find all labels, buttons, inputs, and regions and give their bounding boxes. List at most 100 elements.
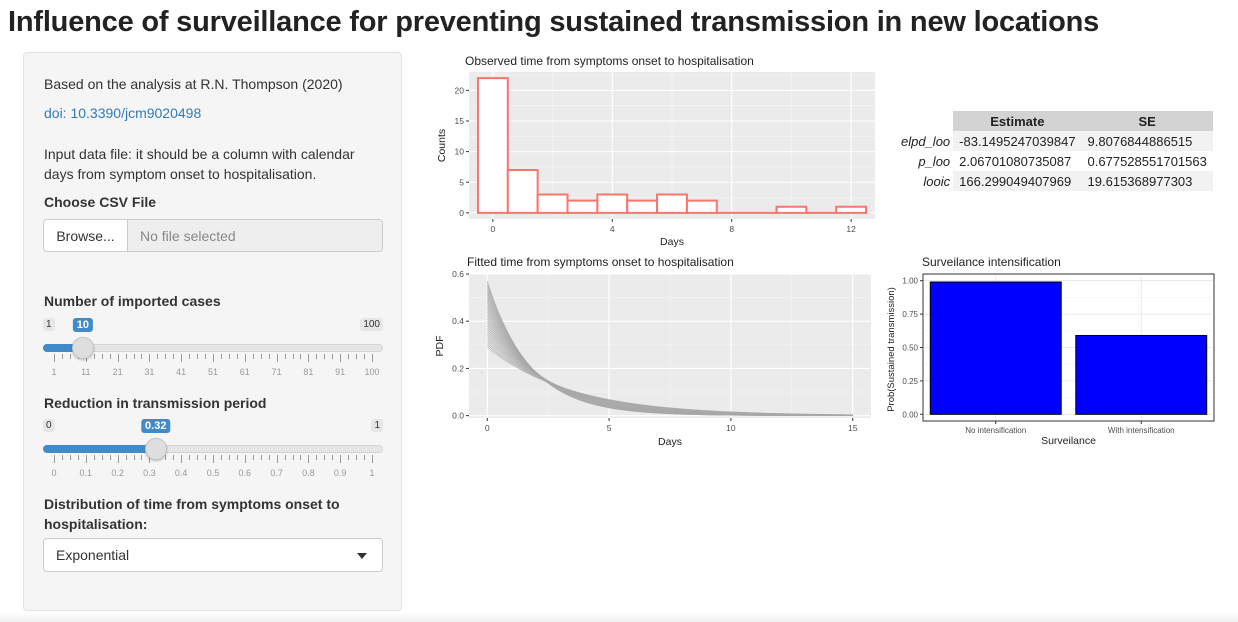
slider-tick [300, 354, 302, 359]
x-tick-label: No intensification [965, 426, 1026, 435]
estimate-cell: 166.299049407969 [953, 171, 1082, 191]
y-tick-label: 0.50 [902, 344, 918, 353]
slider-tick [228, 354, 230, 359]
slider-tick [364, 354, 366, 359]
slider-handle[interactable] [71, 337, 94, 359]
slider-tick [213, 354, 214, 362]
slider-tick [268, 455, 270, 460]
slider-tick [61, 354, 63, 359]
slider-tick [173, 455, 175, 460]
slider-tick-label: 0.3 [143, 468, 156, 478]
distribution-label-line2: hospitalisation: [44, 516, 148, 532]
slider-tick [308, 455, 310, 463]
slider-tick [316, 354, 318, 359]
distribution-select[interactable]: Exponential [43, 538, 383, 572]
slider-value-label: 10 [72, 318, 94, 332]
slider-tick [300, 455, 302, 460]
histogram-bar [566, 199, 599, 214]
slider-tick [77, 455, 79, 460]
slider-tick [101, 354, 103, 359]
column-header: Estimate [953, 111, 1082, 131]
slider-tick [165, 455, 167, 460]
x-tick-label: 4 [610, 224, 615, 234]
x-axis-label: Surveilance [1041, 435, 1096, 447]
slider-tick [109, 455, 111, 460]
y-tick-label: 0.0 [452, 411, 464, 421]
slider-tick [141, 354, 143, 359]
slider-tick [228, 455, 230, 460]
slider-tick [85, 455, 87, 463]
histogram-bar [626, 199, 659, 214]
slider-tick-label: 81 [303, 367, 314, 377]
chart-title: Fitted time from symptoms onset to hospi… [467, 255, 734, 269]
slider-tick [276, 455, 278, 463]
slider-tick [348, 455, 350, 460]
slider-tick [93, 354, 95, 359]
slider-tick [101, 455, 103, 460]
slider-tick [173, 354, 175, 359]
slider-tick [149, 354, 151, 362]
histogram-bar [685, 199, 718, 214]
slider-tick-label: 31 [144, 367, 155, 377]
x-tick-label: 0 [491, 224, 496, 234]
slider-tick [252, 354, 254, 359]
histogram-plot: 0 4 8 12 0 5 10 15 20 Observed time from symptoms… [428, 52, 888, 250]
slider-grid [43, 455, 383, 467]
probability-bar [929, 281, 1062, 415]
pdf-plot: 0 5 10 15 0.0 0.2 0.4 0.6 Fitted time from sympt… [428, 250, 890, 452]
file-input: Browse... No file selected [43, 219, 383, 252]
reduction-slider[interactable]: 0 1 0.32 0 0.1 0.2 0.3 0.4 0.5 0.6 0.7 0.8 0.9 1 [43, 419, 383, 489]
slider-track[interactable] [43, 344, 383, 352]
slider-tick-label: 41 [176, 367, 187, 377]
slider-tick [141, 455, 143, 460]
slider-tick [189, 354, 191, 359]
slider-tick-label: 0.7 [270, 468, 283, 478]
slider-tick [372, 354, 373, 362]
slider-tick [340, 354, 342, 362]
distribution-label-line1: Distribution of time from symptoms onset… [44, 496, 340, 512]
doi-link[interactable]: doi: 10.3390/jcm9020498 [44, 105, 202, 121]
slider-tick [348, 354, 350, 359]
histogram-bar [536, 193, 569, 214]
surveillance-plot: 0.00 0.25 0.50 0.75 1.00 No intensification Wi… [884, 250, 1220, 452]
y-tick-label: 0.2 [452, 363, 464, 373]
slider-tick [133, 354, 135, 359]
slider-handle[interactable] [144, 438, 167, 460]
slider-max-label: 100 [360, 318, 383, 331]
slider-tick [133, 455, 135, 460]
slider-tick [356, 455, 358, 460]
row-name: p_loo [918, 153, 951, 169]
slider-tick [213, 455, 214, 463]
row-name: looic [923, 173, 951, 189]
slider-tick [69, 354, 71, 359]
slider-tick [109, 354, 111, 359]
slider-tick [197, 455, 199, 460]
table-corner [895, 111, 953, 131]
slider-tick-label: 0.1 [79, 468, 93, 478]
y-tick-label: 5 [459, 177, 464, 187]
slider-tick-label: 0.9 [333, 468, 347, 478]
file-name-field[interactable]: No file selected [128, 219, 383, 252]
slider-tick [236, 455, 238, 460]
x-tick-label: 12 [846, 224, 856, 234]
slider-tick [284, 354, 286, 359]
slider-tick-label: 0.6 [238, 468, 252, 478]
imported-cases-slider[interactable]: 1 100 10 1 11 21 31 41 51 61 71 81 91 100 [43, 318, 383, 388]
y-tick-label: 0.6 [452, 269, 464, 279]
table-row: p_loo 2.06701080735087 0.677528551701563 [895, 151, 1213, 171]
x-tick-label: 8 [729, 224, 734, 234]
slider-max-label: 1 [371, 419, 383, 432]
slider-tick [324, 455, 326, 460]
estimates-table: Estimate SE elpd_loo -83.1495247039847 9… [895, 111, 1213, 191]
slider-tick-label: 91 [335, 367, 346, 377]
table-row: elpd_loo -83.1495247039847 9.80768448865… [895, 131, 1213, 151]
slider-tick-label: 51 [207, 367, 219, 377]
slider-tick [61, 455, 63, 460]
browse-button[interactable]: Browse... [43, 219, 128, 252]
slider-tick [93, 455, 95, 460]
slider-tick [244, 455, 246, 463]
slider-tick-label: 0.2 [111, 468, 124, 478]
slider-tick [252, 455, 254, 460]
y-tick-label: 0.25 [902, 377, 918, 386]
slider-tick [117, 354, 119, 362]
